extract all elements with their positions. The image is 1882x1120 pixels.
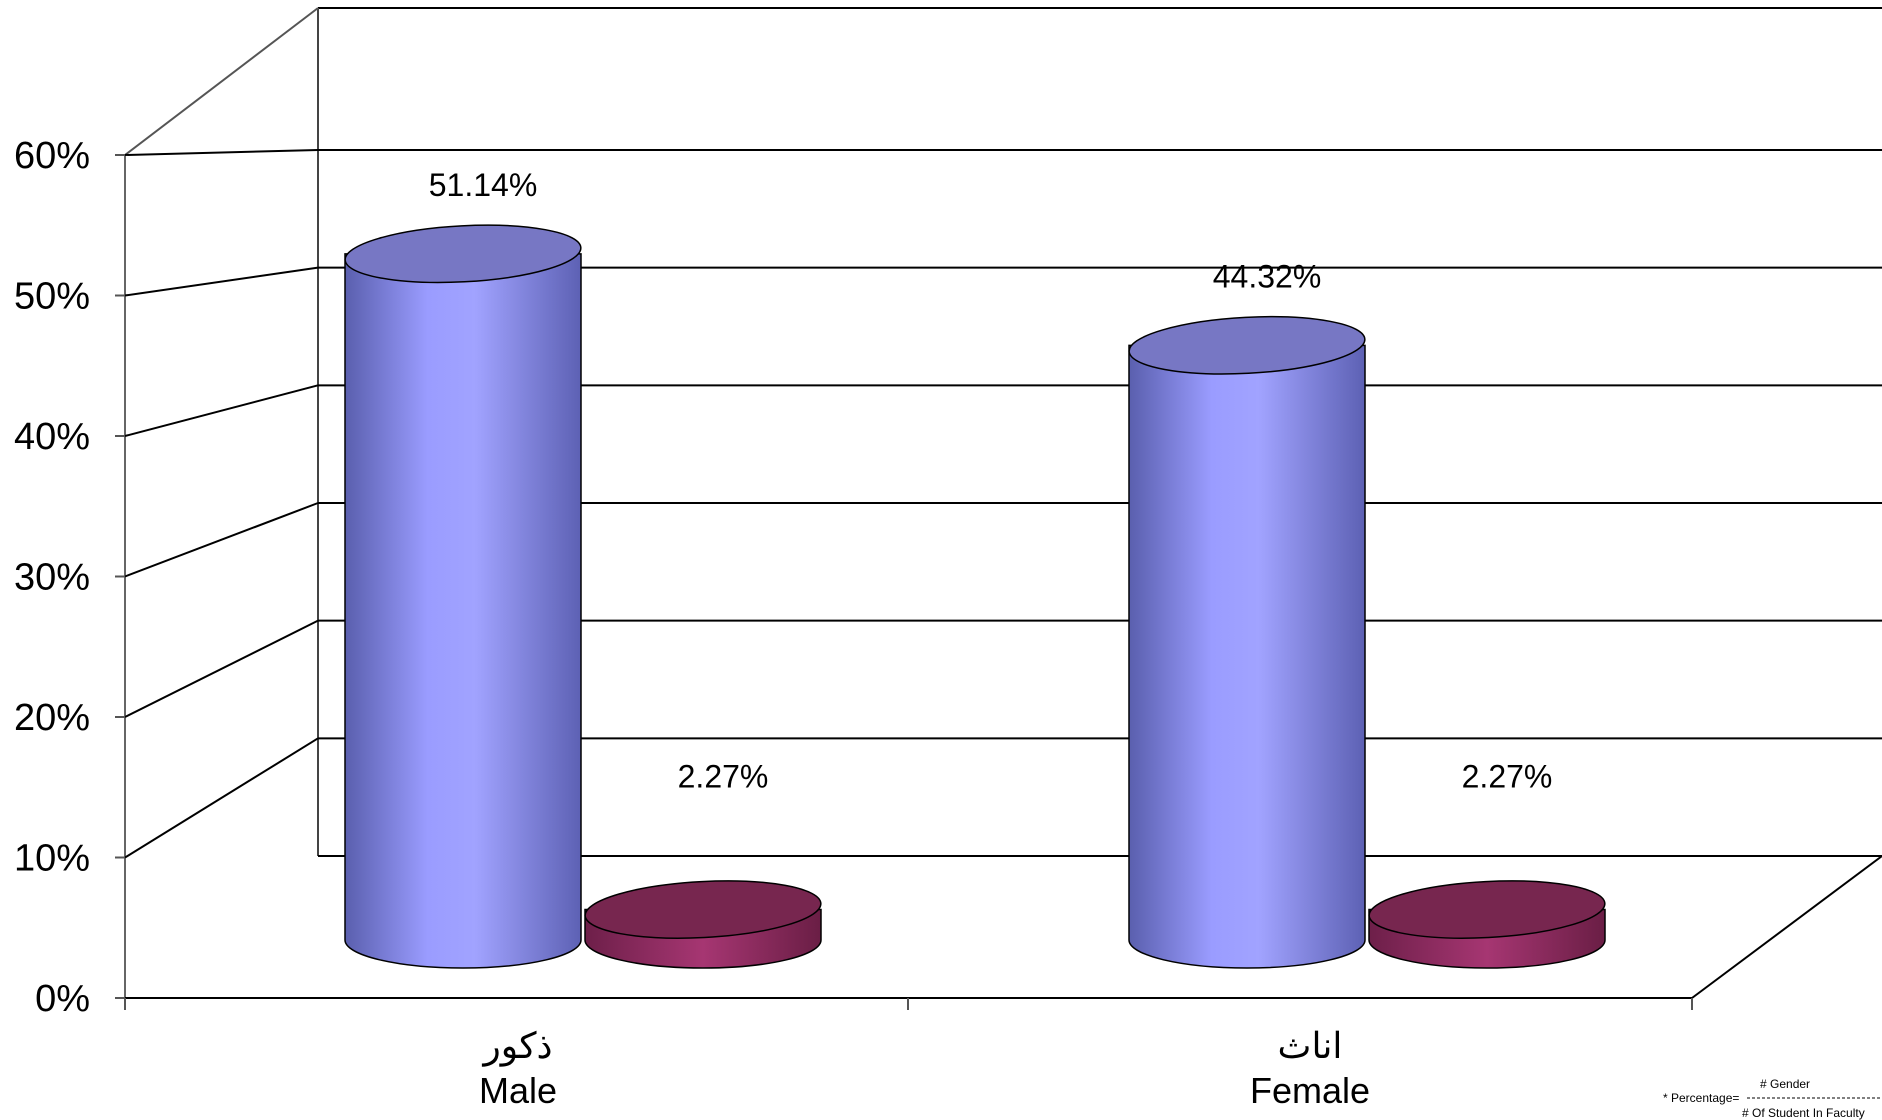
category-label-english: Male xyxy=(479,1070,557,1111)
y-tick-label: 30% xyxy=(14,557,90,599)
y-tick-label: 0% xyxy=(35,978,90,1020)
data-label: 51.14% xyxy=(429,167,538,203)
footnote-numerator: # Gender xyxy=(1760,1077,1810,1091)
y-tick-label: 20% xyxy=(14,697,90,739)
bar-top xyxy=(344,224,582,284)
bar-top xyxy=(1368,880,1606,939)
y-tick-label: 60% xyxy=(14,135,90,177)
y-tick-label: 40% xyxy=(14,416,90,458)
category-label-english: Female xyxy=(1250,1070,1370,1111)
gridline-side xyxy=(124,737,319,859)
bar-top xyxy=(1128,315,1366,375)
data-label: 44.32% xyxy=(1213,258,1322,294)
bar-top xyxy=(584,880,822,939)
gridline-side xyxy=(124,266,319,297)
bars xyxy=(344,224,1606,969)
category-label-arabic: اناث xyxy=(1278,1025,1343,1066)
percentage-footnote: # Gender * Percentage= # Of Student In F… xyxy=(1663,1077,1882,1120)
gridline-side xyxy=(124,384,319,437)
data-label: 2.27% xyxy=(678,759,769,795)
category-label-arabic: ذكور xyxy=(481,1025,552,1067)
gridline-side xyxy=(124,502,319,578)
floor-right-edge xyxy=(1691,855,1882,999)
bar-main-male xyxy=(344,224,582,969)
bar-body xyxy=(1128,344,1366,969)
data-labels: 51.14% 44.32% 2.27% 2.27% xyxy=(429,167,1553,795)
footnote-denominator: # Of Student In Faculty xyxy=(1742,1106,1865,1120)
data-label: 2.27% xyxy=(1462,759,1553,795)
footnote-prefix: * Percentage= xyxy=(1663,1091,1739,1105)
bar-body xyxy=(344,253,582,969)
y-tick-label: 10% xyxy=(14,838,90,880)
gridline-side xyxy=(124,619,319,718)
y-axis-ticks: 0% 10% 20% 30% 40% 50% 60% xyxy=(14,135,125,1020)
side-wall-top-edge xyxy=(124,7,319,156)
gridline-side xyxy=(124,149,319,156)
y-tick-label: 50% xyxy=(14,276,90,318)
bar-secondary-male xyxy=(584,880,822,969)
bar-main-female xyxy=(1128,315,1366,969)
bar-secondary-female xyxy=(1368,880,1606,969)
